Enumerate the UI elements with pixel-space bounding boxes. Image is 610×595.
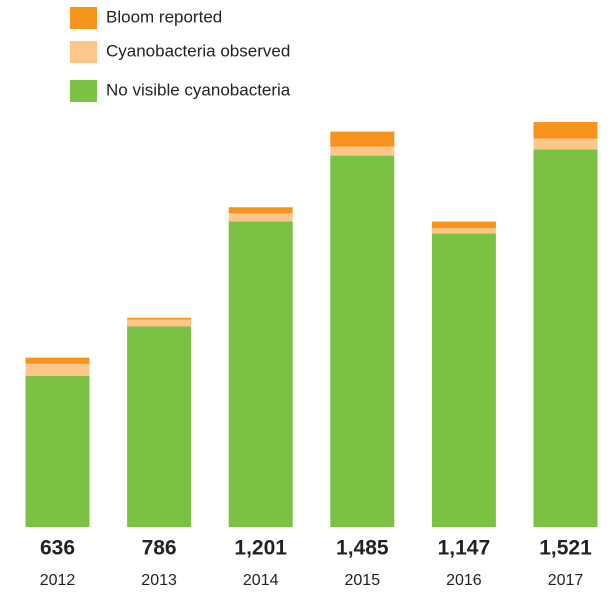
- bar-segment: [431, 228, 496, 234]
- legend-label: No visible cyanobacteria: [106, 80, 291, 99]
- legend-label: Bloom reported: [106, 7, 222, 26]
- x-tick-label: 2015: [345, 572, 381, 589]
- total-label: 636: [40, 537, 75, 560]
- total-label: 1,485: [336, 537, 389, 560]
- bar-segment: [431, 221, 496, 229]
- total-label: 786: [142, 537, 177, 560]
- legend-swatch: [70, 80, 97, 102]
- x-tick-label: 2016: [446, 572, 482, 589]
- total-label: 1,201: [234, 537, 287, 560]
- legend-swatch: [70, 41, 97, 63]
- bar-segment: [25, 363, 90, 376]
- bar-segment: [330, 146, 395, 156]
- bar-segment: [228, 213, 293, 222]
- legend-swatch: [70, 7, 97, 29]
- bar-segment: [25, 375, 90, 527]
- bar-segment: [127, 317, 192, 320]
- bar-segment: [533, 122, 598, 139]
- bar-segment: [330, 155, 395, 528]
- bar-segment: [330, 131, 395, 147]
- bar-segment: [431, 233, 496, 528]
- bar-segment: [533, 138, 598, 150]
- bar-segment: [127, 326, 192, 527]
- bar-segment: [127, 319, 192, 327]
- bar-segment: [25, 357, 90, 364]
- x-tick-label: 2013: [141, 572, 177, 589]
- total-label: 1,521: [539, 537, 592, 560]
- bar-segment: [228, 221, 293, 527]
- x-tick-label: 2012: [40, 572, 76, 589]
- bar-segment: [228, 207, 293, 214]
- x-tick-label: 2017: [548, 572, 584, 589]
- legend-label: Cyanobacteria observed: [106, 41, 290, 60]
- total-label: 1,147: [438, 537, 491, 560]
- x-tick-label: 2014: [243, 572, 279, 589]
- bar-segment: [533, 149, 598, 527]
